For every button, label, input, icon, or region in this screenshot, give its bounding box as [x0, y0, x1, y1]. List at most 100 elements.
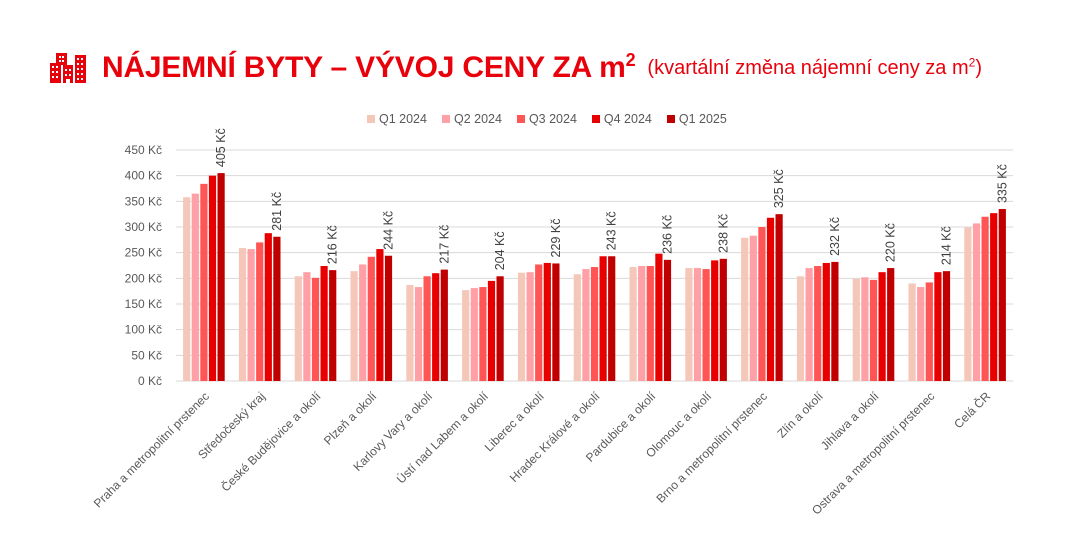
bar	[517, 272, 526, 381]
x-category-label: Celá ČR	[951, 388, 994, 431]
bar	[208, 175, 217, 381]
y-tick-label: 300 Kč	[125, 220, 162, 234]
legend-swatch-icon	[516, 115, 525, 123]
bar-group: 236 Kč	[629, 215, 675, 381]
bar	[646, 266, 654, 381]
data-label: 281 Kč	[270, 192, 284, 231]
bar-group: 244 Kč	[350, 211, 396, 381]
bar	[535, 264, 543, 381]
bar	[496, 276, 504, 381]
bar	[462, 290, 470, 381]
x-category-label: Plzeň a okolí	[321, 389, 380, 448]
bar	[367, 256, 375, 381]
bar	[663, 259, 672, 381]
bar-group: 229 Kč	[517, 219, 563, 381]
bar-group: 217 Kč	[406, 225, 451, 381]
x-category-label: Ostrava a metropolitní prstenec	[809, 389, 937, 517]
bar-group: 325 Kč	[741, 169, 786, 381]
bar	[758, 227, 766, 381]
bar	[861, 277, 869, 381]
bar-group: 204 Kč	[462, 231, 507, 381]
bar	[432, 273, 440, 381]
bar	[972, 223, 981, 381]
bar	[869, 279, 878, 381]
bar	[573, 274, 581, 381]
bar	[814, 266, 822, 381]
bar	[766, 217, 775, 381]
bar	[479, 287, 487, 381]
data-label: 229 Kč	[549, 219, 563, 258]
bar	[693, 268, 702, 381]
bar	[655, 253, 663, 381]
x-category-label: Ústí nad Labem a okolí	[393, 388, 491, 486]
x-category-label: Brno a metropolitní prstenec	[654, 389, 770, 505]
legend-swatch-icon	[367, 115, 375, 123]
bar	[294, 276, 302, 381]
bar	[702, 269, 710, 381]
y-tick-label: 350 Kč	[125, 194, 162, 208]
bar	[256, 242, 264, 381]
bar	[887, 268, 895, 381]
bar	[406, 285, 414, 381]
chart-legend: Q1 2024 Q2 2024 Q3 2024 Q4 2024 Q1 2025	[367, 112, 742, 126]
bar	[329, 270, 337, 381]
legend-label: Q4 2024	[603, 112, 652, 126]
bar	[934, 272, 942, 381]
bar	[629, 267, 637, 381]
bar	[719, 258, 727, 381]
legend-label: Q3 2024	[528, 112, 577, 126]
bar	[264, 233, 272, 381]
legend-item: Q3 2024	[516, 112, 577, 126]
legend-swatch-icon	[441, 115, 450, 123]
chart-title-row: NÁJEMNÍ BYTY – VÝVOJ CENY ZA m2 (kvartál…	[48, 48, 982, 88]
bar	[749, 235, 757, 381]
bar	[741, 237, 749, 381]
bar-group: 238 Kč	[685, 214, 730, 381]
y-tick-label: 400 Kč	[125, 169, 162, 183]
bar	[711, 260, 719, 381]
data-label: 243 Kč	[605, 211, 619, 250]
bar	[590, 267, 599, 381]
bar	[384, 255, 393, 381]
data-label: 405 Kč	[214, 128, 228, 167]
data-label: 216 Kč	[326, 225, 340, 264]
y-tick-label: 50 Kč	[131, 348, 162, 362]
x-category-label: České Budějovice a okolí	[218, 388, 324, 494]
bar	[440, 269, 448, 381]
bar	[543, 262, 551, 381]
data-label: 232 Kč	[828, 217, 842, 256]
x-category-label: Zlín a okolí	[774, 389, 826, 441]
bar	[311, 277, 320, 381]
bar	[552, 263, 560, 381]
x-category-label: Hradec Králové a okolí	[507, 389, 603, 485]
data-label: 236 Kč	[661, 215, 675, 254]
bar	[599, 256, 607, 381]
bar	[273, 236, 281, 381]
bar-group: 232 Kč	[796, 217, 842, 381]
bar	[470, 288, 478, 381]
bar	[638, 266, 646, 381]
bar	[998, 209, 1006, 381]
bar-group: 405 Kč	[183, 128, 228, 381]
bar	[526, 272, 534, 381]
y-tick-label: 0 Kč	[138, 374, 162, 388]
bar	[964, 227, 972, 381]
legend-item: Q1 2024	[367, 112, 427, 126]
data-label: 217 Kč	[437, 225, 451, 264]
y-tick-label: 150 Kč	[125, 297, 162, 311]
bar	[183, 197, 191, 381]
bar	[831, 261, 839, 381]
bar	[191, 193, 199, 381]
y-tick-label: 250 Kč	[125, 246, 162, 260]
legend-swatch-icon	[666, 115, 675, 123]
bar	[852, 278, 860, 381]
legend-label: Q1 2025	[678, 112, 727, 126]
legend-label: Q1 2024	[379, 112, 427, 126]
bar	[990, 213, 998, 381]
bar	[775, 214, 783, 381]
bar	[805, 268, 813, 381]
bar	[350, 271, 358, 381]
bar	[217, 173, 225, 381]
buildings-icon	[50, 53, 86, 83]
bar	[942, 271, 951, 381]
